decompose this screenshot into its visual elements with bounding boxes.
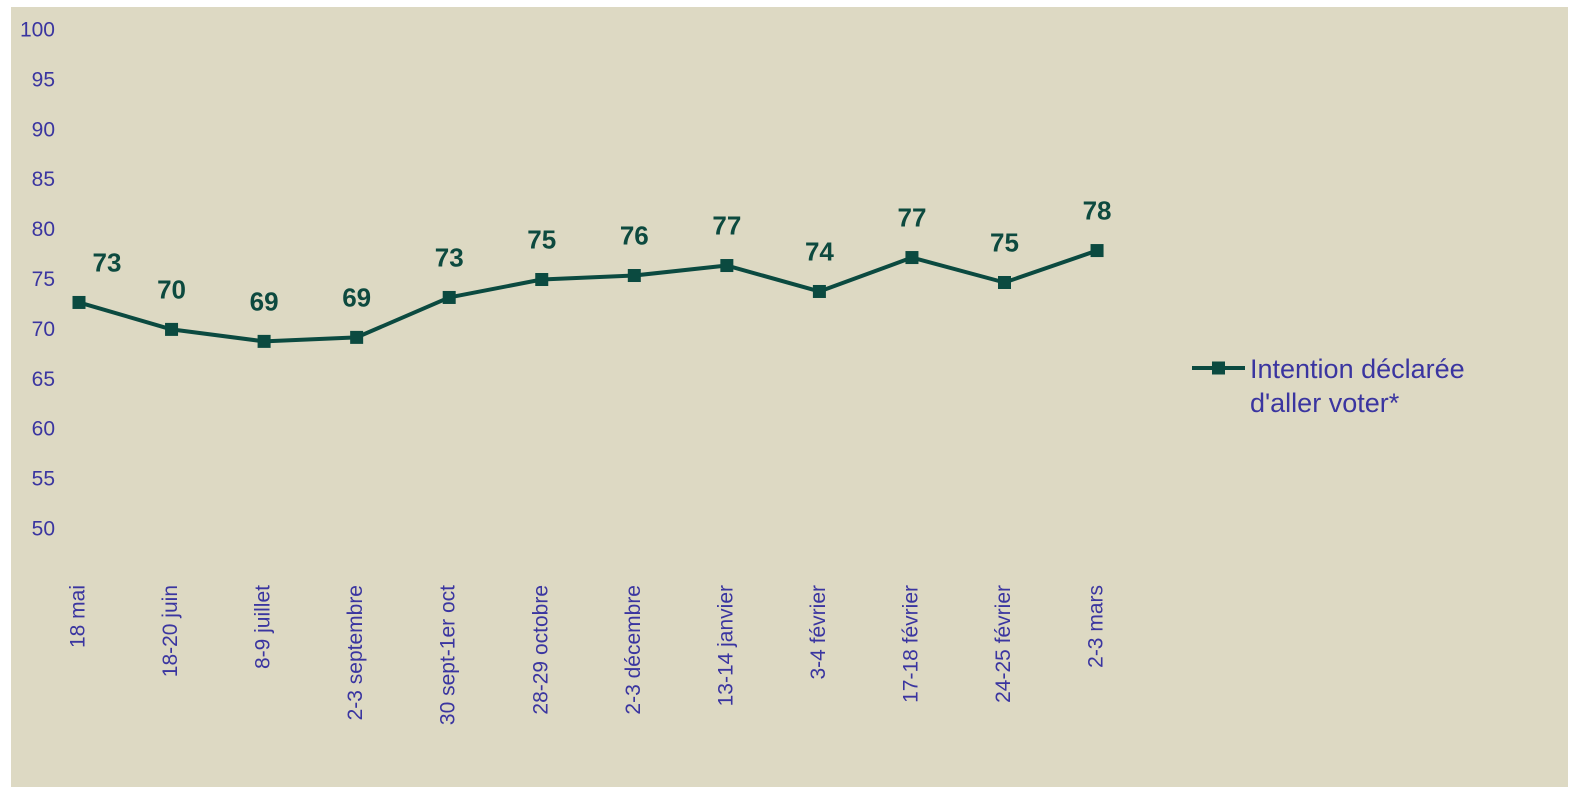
x-tick-label: 8-9 juillet: [252, 585, 275, 669]
point-marker: [627, 269, 641, 283]
series-line: [78, 248, 1098, 344]
data-label: 75: [527, 224, 556, 254]
data-label: 77: [897, 202, 926, 232]
point-marker: [720, 259, 734, 273]
data-label: 69: [342, 282, 371, 312]
point-marker: [165, 322, 179, 336]
y-tick-label: 70: [32, 318, 55, 341]
y-tick-label: 75: [32, 268, 55, 291]
point-marker: [998, 275, 1011, 289]
data-label: 73: [93, 247, 122, 277]
x-tick-label: 18-20 juin: [159, 585, 182, 677]
data-label: 70: [157, 274, 186, 304]
y-tick-label: 60: [32, 418, 55, 441]
legend-marker: [1212, 361, 1225, 375]
point-marker: [905, 251, 919, 265]
point-marker: [257, 334, 271, 348]
y-tick-label: 55: [32, 468, 55, 491]
x-tick-label: 2-3 septembre: [344, 585, 367, 720]
x-tick-label: 13-14 janvier: [714, 585, 737, 706]
x-tick-label: 18 mai: [67, 585, 90, 648]
y-tick-label: 85: [32, 168, 55, 191]
y-tick-label: 80: [32, 218, 55, 241]
point-marker: [535, 273, 549, 287]
data-label: 73: [435, 242, 464, 272]
data-label: 69: [250, 286, 279, 316]
y-tick-label: 65: [32, 368, 55, 391]
point-marker: [812, 284, 826, 298]
y-tick-label: 100: [20, 19, 55, 42]
y-tick-label: 90: [32, 118, 55, 141]
point-marker: [72, 295, 86, 309]
chart-background: [11, 7, 1568, 787]
x-tick-label: 17-18 février: [899, 585, 922, 703]
x-tick-label: 30 sept-1er oct: [437, 585, 460, 725]
x-tick-label: 3-4 février: [807, 585, 830, 680]
x-tick-label: 2-3 décembre: [622, 585, 645, 715]
point-marker: [442, 290, 456, 304]
point-marker: [1090, 244, 1104, 258]
y-tick-label: 50: [32, 518, 55, 541]
point-marker: [350, 330, 364, 344]
data-label: 74: [805, 236, 834, 266]
x-tick-label: 2-3 mars: [1085, 585, 1108, 668]
data-label: 78: [1083, 195, 1112, 225]
data-label: 75: [990, 227, 1019, 257]
data-label: 77: [712, 210, 741, 240]
data-label: 76: [620, 220, 649, 250]
legend-label: Intention déclarée d'aller voter*: [1250, 354, 1465, 418]
x-tick-label: 24-25 février: [992, 585, 1015, 703]
x-tick-label: 28-29 octobre: [529, 585, 552, 715]
y-tick-label: 95: [32, 68, 55, 91]
